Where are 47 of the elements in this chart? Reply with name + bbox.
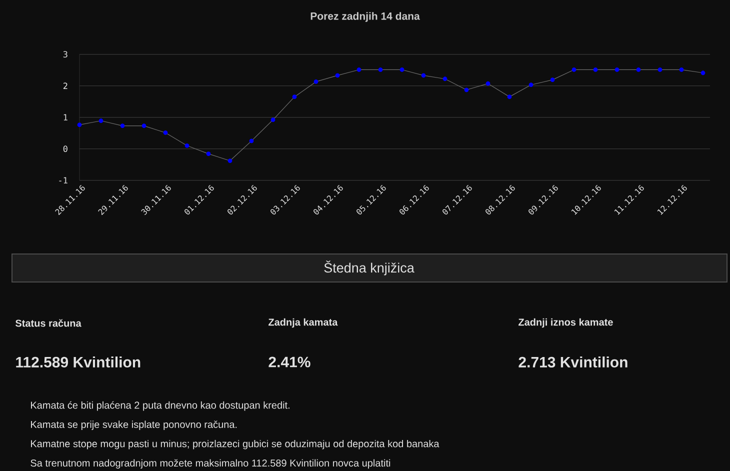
y-tick-label: 3	[63, 51, 68, 58]
text: Zadnja kamata	[268, 318, 338, 328]
point	[700, 70, 706, 76]
point	[292, 94, 297, 100]
text: Zadnji iznos kamate	[518, 318, 613, 328]
point	[120, 124, 125, 128]
text: Kamata će biti plaćena 2 puta dnevno kao dostupan kredit.	[31, 401, 290, 411]
point	[486, 81, 490, 86]
point	[184, 143, 190, 148]
y-tick-label: 2	[63, 82, 68, 89]
point	[356, 68, 362, 72]
point	[206, 152, 211, 156]
point	[228, 158, 232, 163]
point	[614, 68, 620, 72]
y-tick-label: 0	[63, 146, 68, 152]
point	[572, 68, 576, 72]
y-tick-label: -1	[59, 177, 68, 184]
point	[550, 78, 555, 82]
point	[593, 68, 598, 72]
text: Štedna knjižica	[324, 260, 414, 276]
y-tick-label: 1	[64, 114, 68, 120]
text: Kamatne stope mogu pasti u minus; proizlazeci gubici se oduzimaju od depozita kod banaka	[31, 440, 440, 450]
point	[314, 80, 318, 84]
text: Kamata se prije svake isplate ponovno računa.	[31, 420, 237, 430]
point	[77, 122, 82, 128]
text: 2.41%	[268, 356, 310, 368]
point	[679, 68, 684, 72]
point	[142, 124, 146, 128]
point	[421, 73, 426, 78]
text: 2.713 Kvintilion	[518, 356, 628, 368]
point	[442, 76, 448, 82]
text: Sa trenutnom nadogradnjom možete maksimalno 112.589 Kvintilion novca uplatiti	[30, 459, 390, 469]
point	[400, 68, 404, 72]
point	[528, 82, 534, 88]
point	[507, 94, 512, 100]
point	[636, 68, 641, 72]
point	[163, 130, 168, 135]
point	[270, 118, 276, 122]
point	[658, 68, 662, 72]
point	[464, 88, 469, 92]
text: 112.589 Kvintilion	[16, 356, 140, 368]
point	[378, 68, 383, 72]
text: Status računa	[15, 319, 82, 327]
chart-title: Porez zadnjih 14 dana	[310, 12, 420, 22]
point	[249, 138, 254, 144]
point	[335, 73, 340, 78]
point	[98, 118, 104, 123]
